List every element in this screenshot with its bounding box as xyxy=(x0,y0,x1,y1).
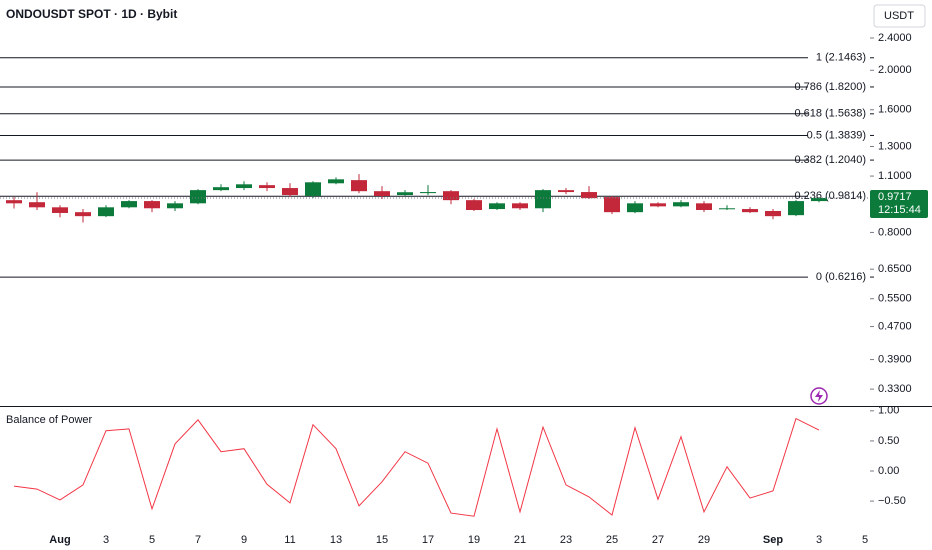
fib-label: 1 (2.1463) xyxy=(816,52,866,64)
candle-body xyxy=(190,190,206,204)
x-tick-label: 19 xyxy=(468,534,480,546)
y-tick-label: 2.0000 xyxy=(878,64,912,76)
currency-button[interactable] xyxy=(873,4,926,28)
price-label: 0.9717 xyxy=(878,191,912,203)
candle-body xyxy=(144,201,160,209)
candle-body xyxy=(811,198,827,202)
candle-body xyxy=(650,203,666,207)
x-tick-label: Aug xyxy=(49,534,70,546)
candle-body xyxy=(581,192,597,199)
candle-body xyxy=(6,200,22,204)
candle-body xyxy=(351,180,367,192)
y-tick-label: 2.4000 xyxy=(878,32,912,44)
candle-body xyxy=(535,190,551,209)
candle-body xyxy=(696,203,712,211)
candle-body xyxy=(121,201,137,208)
x-tick-label: 11 xyxy=(284,534,295,546)
candle-body xyxy=(604,197,620,213)
x-tick-label: 5 xyxy=(862,534,868,546)
x-tick-label: 3 xyxy=(816,534,822,546)
candle-body xyxy=(627,203,643,213)
candle-body xyxy=(443,191,459,201)
x-tick-label: 23 xyxy=(560,534,572,546)
x-tick-label: 17 xyxy=(422,534,434,546)
x-tick-label: 27 xyxy=(652,534,664,546)
candle-body xyxy=(742,209,758,213)
candle-body xyxy=(75,212,91,217)
x-tick-label: 15 xyxy=(376,534,388,546)
x-tick-label: 25 xyxy=(606,534,618,546)
candle-body xyxy=(98,207,114,217)
x-tick-label: 3 xyxy=(103,534,109,546)
indicator-title: Balance of Power xyxy=(6,414,93,426)
candle-body xyxy=(374,191,390,196)
y-tick-label: 0.50 xyxy=(878,435,899,447)
candle-body xyxy=(236,184,252,189)
x-tick-label: 21 xyxy=(514,534,526,546)
x-tick-label: 5 xyxy=(149,534,155,546)
fib-label: 0.5 (1.3839) xyxy=(807,129,866,141)
y-tick-label: 1.6000 xyxy=(878,104,912,116)
fib-label: 0.786 (1.8200) xyxy=(794,81,866,93)
candle-body xyxy=(259,185,275,189)
candle-body xyxy=(420,192,436,194)
candle-body xyxy=(512,203,528,209)
y-tick-label: 0.6500 xyxy=(878,263,912,275)
y-tick-label: 1.1000 xyxy=(878,170,912,182)
alert-icon[interactable] xyxy=(810,387,828,405)
y-tick-label: 1.3000 xyxy=(878,140,912,152)
candle-body xyxy=(213,187,229,191)
candle-body xyxy=(328,179,344,184)
x-tick-label: Sep xyxy=(763,534,783,546)
y-tick-label: 0.4700 xyxy=(878,320,912,332)
candle-body xyxy=(282,188,298,196)
countdown-label: 12:15:44 xyxy=(878,204,921,216)
fib-label: 0.618 (1.5638) xyxy=(794,108,866,120)
y-tick-label: 0.3900 xyxy=(878,353,912,365)
candle-body xyxy=(29,202,45,208)
candle-body xyxy=(489,203,505,210)
candle-body xyxy=(673,202,689,207)
fib-label: 0.236 (0.9814) xyxy=(794,190,866,202)
currency-label[interactable]: USDT xyxy=(884,10,914,22)
y-tick-label: −0.50 xyxy=(878,495,906,507)
x-tick-label: 13 xyxy=(330,534,342,546)
candle-body xyxy=(167,203,183,209)
x-tick-label: 7 xyxy=(195,534,201,546)
chart-title: ONDOUSDT SPOT · 1D · Bybit xyxy=(6,7,177,21)
y-tick-label: 0.3300 xyxy=(878,383,912,395)
candle-body xyxy=(52,207,68,213)
candle-body xyxy=(788,201,804,216)
candle-body xyxy=(466,200,482,211)
y-tick-label: 0.5500 xyxy=(878,293,912,305)
fib-label: 0.382 (1.2040) xyxy=(794,154,866,166)
candle-body xyxy=(719,208,735,210)
x-tick-label: 29 xyxy=(698,534,710,546)
x-tick-label: 9 xyxy=(241,534,247,546)
candle-body xyxy=(305,182,321,196)
bop-line xyxy=(13,417,820,517)
y-tick-label: 1.00 xyxy=(878,405,899,417)
candle-body xyxy=(397,192,413,196)
fib-label: 0 (0.6216) xyxy=(816,271,866,283)
candle-body xyxy=(765,210,781,217)
y-tick-label: 0.8000 xyxy=(878,226,912,238)
candle-body xyxy=(558,190,574,193)
y-tick-label: 0.00 xyxy=(878,465,899,477)
price-box xyxy=(870,190,928,219)
